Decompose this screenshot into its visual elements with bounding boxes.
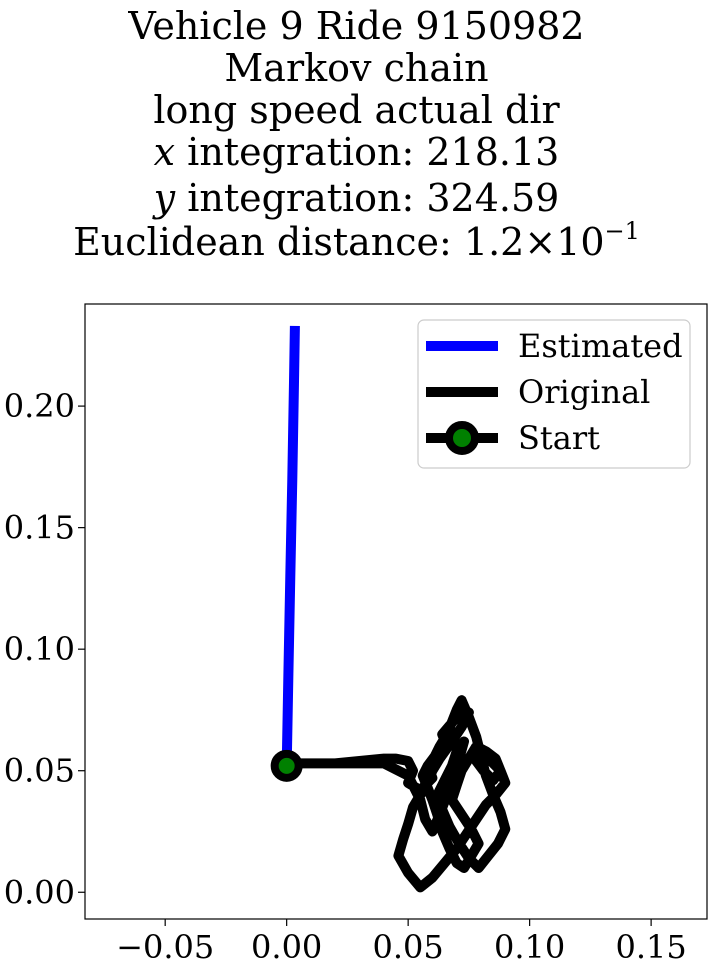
axis-ticks: −0.05 0.00 0.05 0.10 0.15 0.00 0.05 0.10 0.15 0.2…	[4, 387, 687, 966]
plot-layer	[270, 325, 511, 893]
title-exponent: −1	[604, 217, 640, 245]
x-tick-label: 0.00	[251, 928, 322, 966]
title-line-5: y integration: 324.59	[0, 176, 713, 220]
plot-frame	[84, 303, 708, 920]
y-tick-label: 0.15	[4, 509, 75, 547]
legend-start-marker	[445, 421, 479, 455]
x-tick-label: 0.05	[373, 928, 444, 966]
title-x-var: x	[153, 130, 176, 174]
title-y-var: y	[153, 176, 176, 220]
series-estimated-line	[281, 325, 300, 766]
y-tick-label: 0.00	[4, 873, 75, 911]
legend: Estimated Original Start	[417, 319, 691, 469]
legend-box	[417, 319, 691, 469]
x-tick-label: 0.15	[615, 928, 686, 966]
title-line-1: Vehicle 9 Ride 9150982	[128, 4, 585, 48]
title-y-integration: integration: 324.59	[175, 176, 560, 220]
title-line-2: Markov chain	[224, 46, 489, 90]
title-line-4: x integration: 218.13	[0, 130, 713, 174]
start-marker	[270, 749, 303, 782]
y-tick-label: 0.20	[4, 387, 75, 425]
series-original-line	[281, 695, 511, 893]
title-x-integration: integration: 218.13	[175, 130, 560, 174]
legend-estimated-label: Estimated	[518, 327, 683, 365]
y-tick-label: 0.10	[4, 630, 75, 668]
x-tick-label: 0.10	[494, 928, 565, 966]
title-line-3: long speed actual dir	[153, 88, 560, 132]
title-line-6: Euclidean distance: 1.2×10−1	[0, 217, 713, 264]
x-tick-label: −0.05	[116, 928, 214, 966]
legend-original-label: Original	[518, 373, 650, 411]
y-tick-label: 0.05	[4, 752, 75, 790]
title-euclidean: Euclidean distance: 1.2×10	[73, 220, 605, 264]
legend-start-label: Start	[518, 419, 600, 457]
